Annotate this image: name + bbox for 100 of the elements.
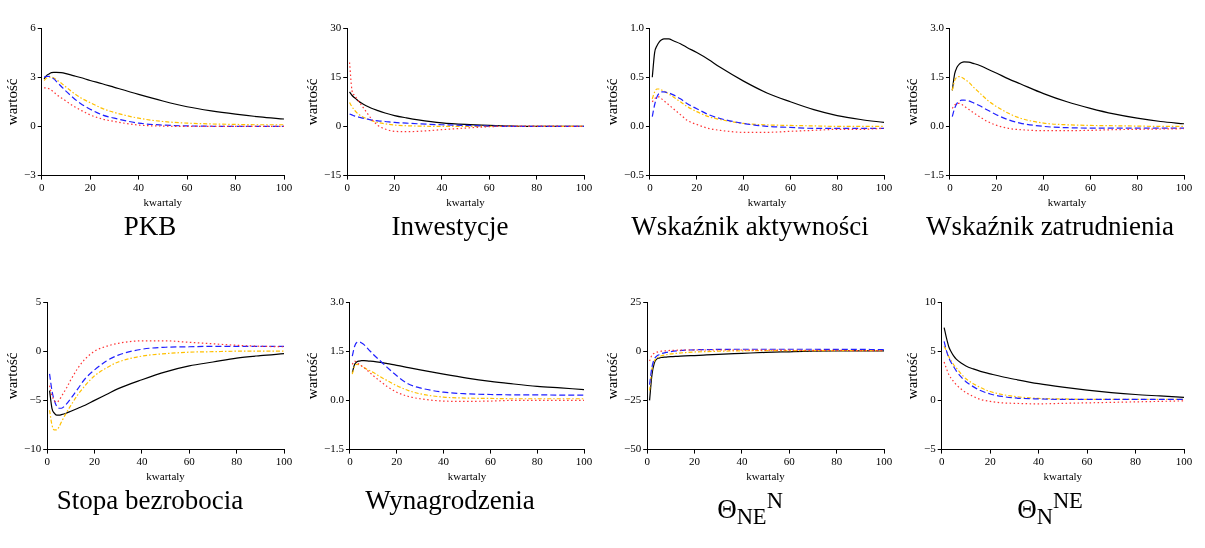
x-tick-label: 40 [738,181,750,194]
y-tick-label: 0.0 [630,119,645,132]
y-tick-label: 6 [30,20,37,33]
x-tick-label: 60 [483,181,496,194]
x-tick-label: 20 [391,455,403,468]
x-tick-label: 60 [784,181,797,194]
x-axis-title: kwartaly [146,470,186,483]
x-tick-label: 0 [647,181,654,194]
x-tick-label: 20 [389,181,401,194]
x-axis-title: kwartaly [1043,470,1083,483]
x-tick-label: 20 [984,455,997,468]
y-tick-label: 1.0 [630,20,645,33]
line-series [348,101,584,127]
y-axis-title: wartość [603,78,620,126]
x-tick-label: 60 [183,455,196,468]
y-tick-label: 0 [635,344,642,357]
x-tick-label: 80 [1130,455,1142,468]
y-tick-label: 0.5 [630,70,645,83]
x-tick-label: 100 [575,181,593,194]
line-series [943,326,1184,399]
x-axis-title: kwartaly [746,470,786,483]
y-axis-title: wartość [903,78,920,126]
text: Inwestycje [390,211,510,241]
line-series [348,61,584,133]
text: Stopa bezrobocia [55,485,245,515]
y-tick-label: 0.0 [330,393,345,406]
x-tick-label: 80 [230,181,242,194]
x-tick-label: 40 [133,181,145,194]
y-tick-label: 5 [930,344,937,357]
x-tick-label: 100 [1175,181,1193,194]
x-tick-label: 20 [689,455,701,468]
y-tick-label: 0 [335,119,342,132]
x-tick-label: 20 [84,181,97,194]
x-tick-label: 20 [691,181,703,194]
y-tick-label: 3 [30,70,37,83]
x-tick-label: 40 [1038,181,1050,194]
line-series [951,61,1184,125]
x-tick-label: 60 [783,455,796,468]
x-tick-label: 20 [89,455,101,468]
y-tick-label: −5 [923,442,937,455]
x-tick-label: 80 [831,455,843,468]
x-tick-label: 80 [231,455,243,468]
line-series [648,348,884,386]
x-axis-title: kwartaly [1047,196,1087,209]
line-series [651,38,884,124]
x-tick-label: 40 [136,455,148,468]
y-tick-label: −25 [623,393,642,406]
x-tick-label: 0 [947,181,954,194]
y-axis-title: wartość [903,352,920,400]
line-series [48,345,284,409]
line-series [951,75,1184,127]
y-tick-label: −5 [29,393,42,406]
y-tick-label: 0 [35,344,42,357]
x-tick-label: 0 [44,455,51,468]
y-tick-label: −15 [323,168,342,181]
y-tick-label: −50 [623,442,642,455]
y-axis-title: wartość [303,78,320,126]
x-tick-label: 60 [1081,455,1094,468]
x-tick-label: 100 [275,455,293,468]
y-tick-label: 0 [930,393,937,406]
x-tick-label: 100 [1175,455,1193,468]
x-tick-label: 100 [875,181,893,194]
line-series [348,113,584,127]
y-tick-label: 5 [35,294,42,307]
y-tick-label: 0 [30,119,37,132]
line-series [43,71,284,120]
line-series [648,349,884,362]
y-tick-label: 15 [330,70,342,83]
x-tick-label: 60 [181,181,194,194]
y-tick-label: 0.0 [930,119,945,132]
x-tick-label: 40 [736,455,748,468]
y-tick-label: 1.5 [930,70,945,83]
x-tick-label: 40 [1033,455,1045,468]
y-tick-label: 3.0 [330,294,345,307]
y-axis-title: wartość [303,352,320,400]
x-axis-title: kwartaly [143,196,183,209]
text: PKB [122,211,178,241]
y-axis-title: wartość [603,352,620,400]
x-tick-label: 40 [438,455,450,468]
x-tick-label: 60 [1084,181,1097,194]
line-series [48,350,284,431]
x-axis-title: kwartaly [747,196,787,209]
text: Wynagrodzenia [364,485,536,515]
x-tick-label: 100 [875,455,893,468]
y-tick-label: −10 [23,442,42,455]
line-series [43,87,284,127]
x-tick-label: 100 [575,455,593,468]
x-axis-title: kwartaly [447,470,487,483]
y-tick-label: −1.5 [323,442,345,455]
y-axis-title: wartość [3,352,20,400]
x-tick-label: 80 [531,181,543,194]
x-tick-label: 60 [484,455,497,468]
y-tick-label: 30 [330,20,342,33]
text: Wskaźnik zatrudnienia [924,211,1176,241]
x-tick-label: 100 [275,181,293,194]
x-tick-label: 20 [991,181,1003,194]
line-series [48,340,284,403]
line-series [351,341,584,396]
y-tick-label: −3 [23,168,37,181]
y-tick-label: −1.5 [923,168,945,181]
